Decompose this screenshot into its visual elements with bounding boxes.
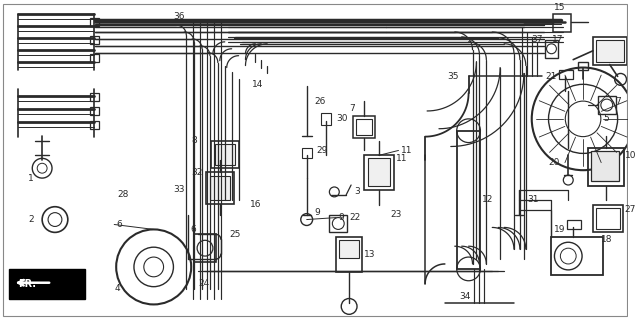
Bar: [578, 62, 588, 69]
Bar: [321, 113, 331, 125]
Text: 3: 3: [354, 188, 360, 196]
Text: 17: 17: [552, 36, 563, 44]
Bar: [206, 172, 233, 204]
Text: 25: 25: [230, 230, 241, 239]
Text: 1: 1: [29, 173, 34, 183]
Text: 33: 33: [174, 185, 185, 195]
Text: 8: 8: [191, 136, 197, 145]
Bar: [593, 37, 628, 65]
Bar: [551, 237, 603, 275]
Text: 21: 21: [546, 72, 557, 81]
Bar: [210, 176, 230, 200]
Text: 10: 10: [625, 151, 636, 160]
Text: FR.: FR.: [18, 279, 36, 289]
Text: 16: 16: [251, 200, 262, 209]
Text: 5: 5: [603, 114, 609, 124]
Text: 14: 14: [252, 80, 264, 89]
Text: 20: 20: [548, 158, 560, 167]
Text: 15: 15: [553, 3, 565, 12]
Text: 2: 2: [29, 215, 34, 224]
Text: 36: 36: [174, 12, 185, 21]
Text: 28: 28: [117, 190, 128, 199]
Bar: [588, 148, 623, 186]
Bar: [301, 148, 312, 158]
Text: 27: 27: [625, 205, 636, 214]
Bar: [356, 119, 372, 135]
Bar: [90, 18, 99, 26]
Text: 31: 31: [527, 195, 538, 204]
Bar: [368, 158, 390, 186]
Polygon shape: [9, 269, 85, 299]
Bar: [215, 144, 235, 165]
Bar: [593, 205, 623, 232]
Bar: [90, 36, 99, 44]
Bar: [598, 96, 616, 114]
Text: 30: 30: [336, 114, 348, 124]
Text: 6: 6: [190, 225, 196, 234]
Bar: [553, 14, 571, 32]
Text: 7: 7: [349, 105, 355, 114]
Bar: [596, 208, 619, 229]
Text: 29: 29: [317, 146, 328, 155]
Bar: [560, 69, 573, 79]
Text: 37: 37: [532, 36, 543, 44]
Text: 7: 7: [616, 97, 621, 106]
Text: 18: 18: [601, 235, 612, 244]
Bar: [353, 116, 375, 138]
Bar: [90, 93, 99, 101]
Bar: [336, 237, 362, 272]
Bar: [90, 54, 99, 62]
Bar: [596, 40, 623, 62]
Text: 4: 4: [114, 284, 120, 293]
Text: 11: 11: [396, 154, 407, 163]
Text: 12: 12: [482, 195, 494, 204]
Bar: [591, 151, 619, 181]
Bar: [567, 220, 581, 229]
Text: 34: 34: [460, 292, 471, 301]
Bar: [364, 156, 394, 190]
Bar: [457, 131, 480, 269]
Text: 22: 22: [349, 213, 361, 222]
Text: 19: 19: [553, 225, 565, 234]
Bar: [211, 140, 238, 168]
Bar: [90, 121, 99, 129]
Text: 9: 9: [315, 208, 321, 217]
Text: 9: 9: [338, 213, 344, 222]
Bar: [194, 234, 216, 262]
Text: 35: 35: [447, 72, 459, 81]
Text: 23: 23: [391, 210, 402, 219]
Text: 6: 6: [116, 220, 122, 229]
Text: 26: 26: [315, 97, 326, 106]
Text: 13: 13: [364, 250, 375, 259]
Text: 32: 32: [191, 168, 203, 177]
Text: 11: 11: [401, 146, 412, 155]
Text: 24: 24: [198, 279, 209, 288]
Bar: [90, 107, 99, 115]
Bar: [339, 240, 359, 258]
Bar: [544, 40, 558, 58]
Bar: [329, 215, 347, 232]
